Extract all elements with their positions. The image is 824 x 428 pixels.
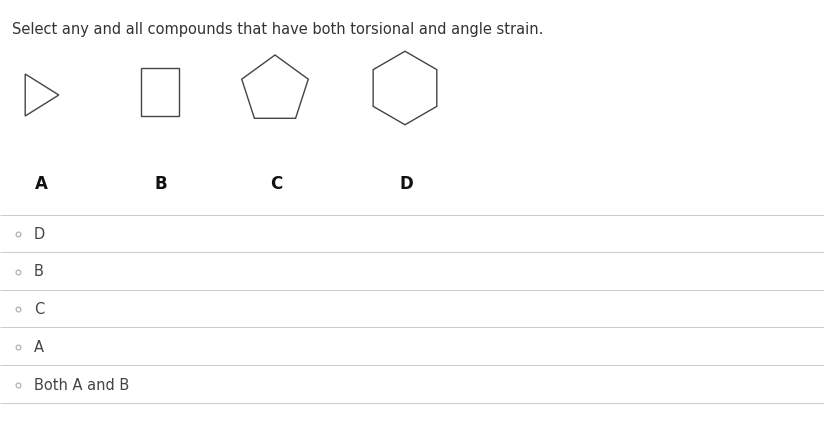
Text: B: B [34,265,44,279]
Text: Both A and B: Both A and B [34,377,129,392]
Text: A: A [34,339,44,354]
Text: Select any and all compounds that have both torsional and angle strain.: Select any and all compounds that have b… [12,22,543,37]
Text: D: D [400,175,414,193]
Text: B: B [155,175,167,193]
Text: C: C [34,301,44,316]
Text: D: D [34,226,45,241]
Text: A: A [35,175,48,193]
Text: C: C [270,175,283,193]
Bar [141,68,179,116]
